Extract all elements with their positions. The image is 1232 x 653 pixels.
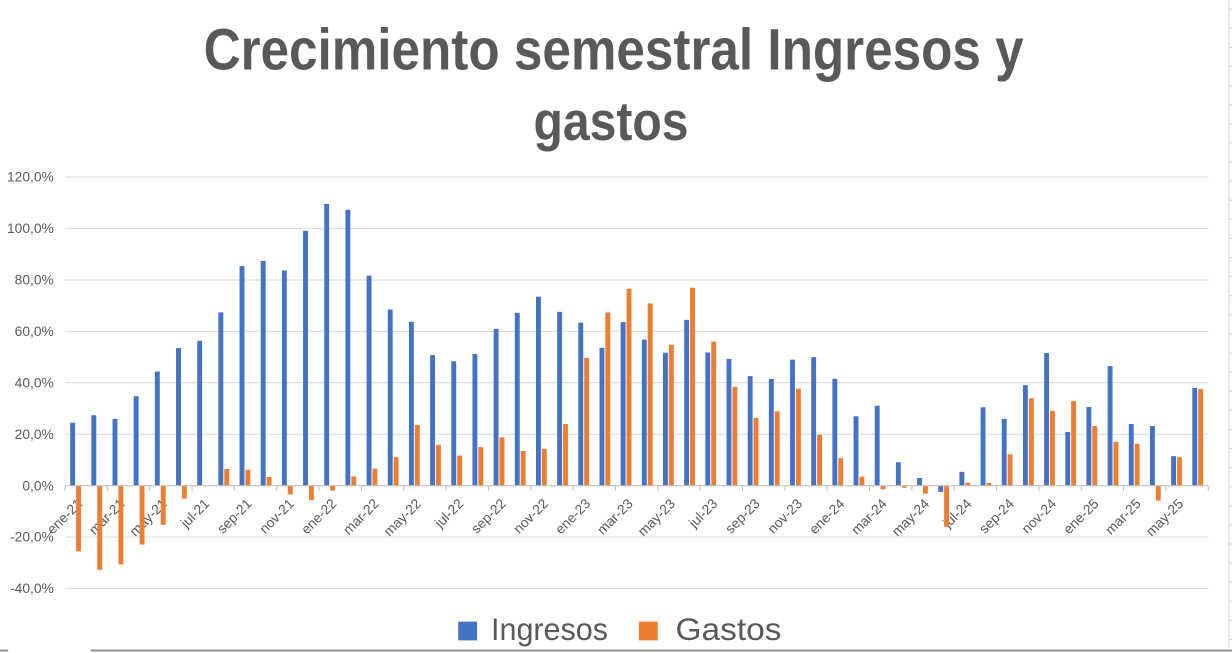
svg-text:40,0%: 40,0% <box>15 375 54 390</box>
svg-text:-20,0%: -20,0% <box>10 530 54 545</box>
svg-text:60,0%: 60,0% <box>15 324 54 339</box>
svg-text:120,0%: 120,0% <box>7 170 54 185</box>
svg-text:gastos: gastos <box>534 90 689 152</box>
svg-text:20,0%: 20,0% <box>15 427 54 442</box>
svg-text:80,0%: 80,0% <box>15 273 54 288</box>
svg-text:Crecimiento semestral Ingresos: Crecimiento semestral Ingresos y <box>204 17 1024 82</box>
svg-text:0,0%: 0,0% <box>22 478 53 493</box>
svg-text:100,0%: 100,0% <box>7 221 54 236</box>
svg-text:Ingresos: Ingresos <box>491 611 608 647</box>
svg-text:-40,0%: -40,0% <box>10 581 54 596</box>
svg-text:Gastos: Gastos <box>676 611 782 647</box>
